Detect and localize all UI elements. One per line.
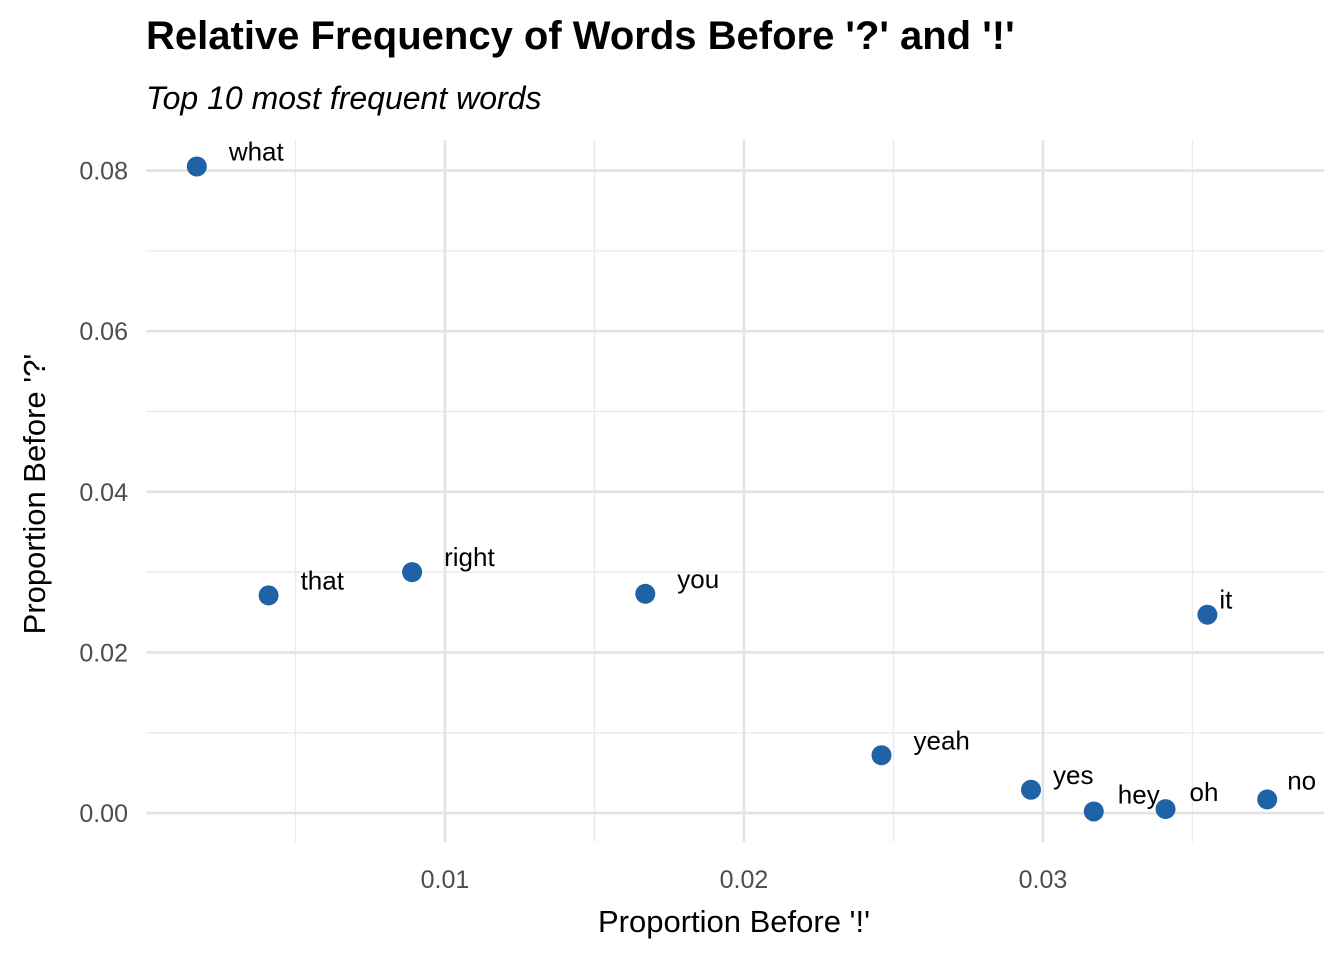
- x-tick-label: 0.02: [720, 866, 769, 894]
- data-label-oh: oh: [1190, 777, 1219, 807]
- data-point-hey: [1083, 801, 1104, 822]
- y-tick-label: 0.02: [79, 639, 128, 667]
- data-label-yes: yes: [1053, 760, 1093, 790]
- x-axis-ticks: 0.01 0.02 0.03: [421, 866, 1068, 894]
- data-label-it: it: [1219, 585, 1233, 615]
- y-axis-title: Proportion Before '?': [17, 354, 52, 635]
- data-label-hey: hey: [1118, 779, 1160, 809]
- data-point-that: [258, 585, 279, 606]
- data-point-yeah: [871, 745, 892, 766]
- data-point-yes: [1020, 779, 1041, 800]
- data-point-what: [186, 156, 207, 177]
- y-tick-label: 0.00: [79, 800, 128, 828]
- data-point-it: [1197, 604, 1218, 625]
- y-tick-label: 0.06: [79, 318, 128, 346]
- data-point-you: [635, 583, 656, 604]
- y-tick-label: 0.08: [79, 158, 128, 186]
- x-tick-label: 0.01: [421, 866, 470, 894]
- data-label-that: that: [301, 565, 345, 595]
- chart-title: Relative Frequency of Words Before '?' a…: [146, 14, 1015, 58]
- data-point-oh: [1155, 799, 1176, 820]
- data-point-no: [1257, 789, 1278, 810]
- data-point-right: [402, 562, 423, 583]
- data-label-yeah: yeah: [914, 725, 970, 755]
- x-axis-title: Proportion Before '!': [598, 904, 870, 939]
- data-label-what: what: [228, 137, 285, 167]
- y-axis-ticks: 0.00 0.02 0.04 0.06 0.08: [79, 158, 128, 829]
- data-points: [186, 156, 1278, 822]
- major-gridlines: [146, 140, 1324, 842]
- y-tick-label: 0.04: [79, 479, 128, 507]
- data-label-no: no: [1287, 765, 1316, 795]
- data-label-right: right: [444, 542, 495, 572]
- x-tick-label: 0.03: [1019, 866, 1068, 894]
- data-label-you: you: [677, 564, 719, 594]
- chart-subtitle: Top 10 most frequent words: [146, 80, 542, 116]
